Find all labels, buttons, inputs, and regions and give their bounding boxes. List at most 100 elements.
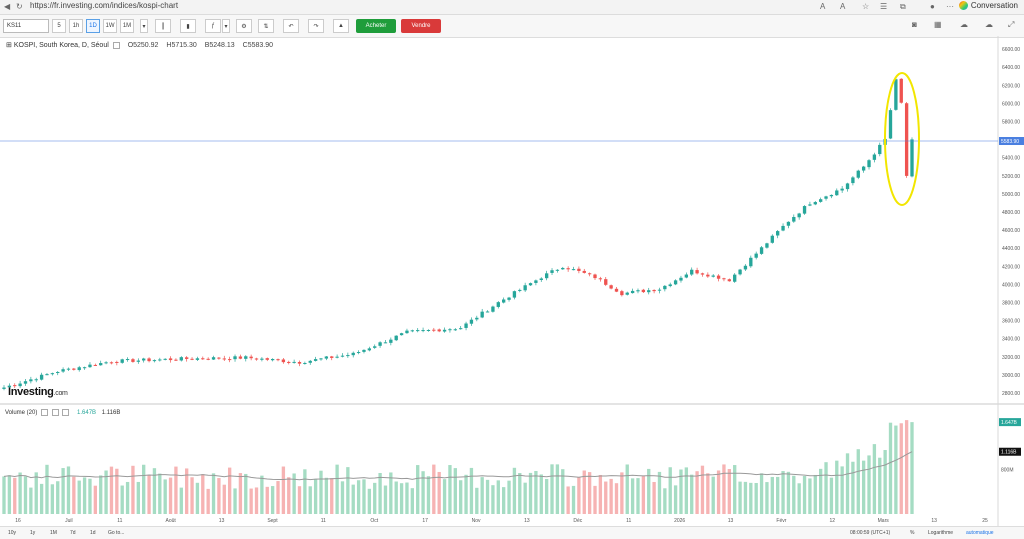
candle-body — [609, 285, 613, 289]
interval-1h[interactable]: 1h — [69, 19, 83, 33]
volume-bar — [29, 487, 33, 514]
legend-settings-icon[interactable] — [112, 41, 120, 49]
interval-1w[interactable]: 1W — [103, 19, 117, 33]
candle-style-icon[interactable]: ▮ — [180, 19, 196, 33]
volume-ma-line — [3, 451, 913, 481]
volume-bar — [244, 473, 248, 514]
range-10y[interactable]: 10y — [8, 530, 17, 536]
candle-body — [233, 356, 237, 360]
legend-collapse-icon[interactable]: ⊞ — [6, 42, 12, 49]
range-1d[interactable]: 1d — [90, 530, 96, 536]
range-1y[interactable]: 1y — [30, 530, 36, 536]
price-chart[interactable]: 2800.00 3000.00 3200.00 3400.00 3600.00 3800.… — [0, 36, 1024, 526]
sell-button[interactable]: Vendre — [401, 19, 441, 33]
candle-body — [496, 302, 500, 307]
candle-body — [2, 387, 6, 389]
candle-body — [593, 274, 597, 279]
interval-1d[interactable]: 1D — [86, 19, 100, 33]
candle-body — [394, 335, 398, 341]
address-bar[interactable]: https://fr.investing.com/indices/kospi-c… — [30, 1, 179, 10]
redo-icon[interactable]: ↷ — [308, 19, 324, 33]
read-aloud-icon[interactable]: A — [840, 2, 846, 11]
cloud-sync-icon[interactable]: ☁ — [985, 20, 993, 29]
y-tick-label: 6600.00 — [1002, 47, 1020, 53]
volume-bar — [528, 472, 533, 514]
candle-body — [142, 358, 146, 361]
volume-bar — [201, 474, 205, 514]
candle-body — [77, 367, 81, 371]
volume-bar — [781, 471, 785, 514]
range-7d[interactable]: 7d — [70, 530, 76, 536]
candle-body — [802, 206, 807, 214]
candle-body — [647, 290, 651, 293]
range-1m[interactable]: 1M — [50, 530, 57, 536]
candle-body — [362, 349, 366, 352]
interval-5[interactable]: 5 — [52, 19, 66, 33]
favorite-icon[interactable]: ☆ — [862, 2, 870, 11]
volume-bar — [448, 465, 452, 514]
x-tick-label: 13 — [524, 518, 530, 524]
extensions-icon[interactable]: ⧉ — [900, 2, 906, 11]
volume-bar — [185, 468, 189, 514]
undo-icon[interactable]: ↶ — [283, 19, 299, 33]
buy-button[interactable]: Acheter — [356, 19, 396, 33]
candle-body — [448, 329, 452, 331]
candle-body — [190, 358, 194, 360]
volume-bar — [625, 464, 629, 514]
alert-icon[interactable]: ▲ — [333, 19, 349, 33]
y-tick-label: 3000.00 — [1002, 373, 1020, 379]
volume-bar — [308, 486, 312, 514]
cloud-icon[interactable]: ☁ — [960, 20, 968, 29]
translate-icon[interactable]: A — [820, 2, 826, 11]
log-toggle[interactable]: Logarithme — [928, 530, 954, 536]
favorites-list-icon[interactable]: ☰ — [880, 2, 888, 11]
more-icon[interactable]: ··· — [946, 2, 954, 11]
compare-icon[interactable]: ⇅ — [258, 19, 274, 33]
bar-style-icon[interactable]: ┃ — [155, 19, 171, 33]
volume-bar — [786, 471, 791, 514]
settings-icon[interactable]: ⚙ — [236, 19, 252, 33]
volume-settings-icon[interactable] — [51, 409, 59, 416]
volume-bar — [416, 465, 420, 514]
auto-toggle[interactable]: automatique — [966, 530, 994, 536]
candle-body — [421, 330, 425, 332]
candle-body — [754, 253, 758, 258]
volume-bar — [491, 485, 495, 514]
volume-legend-label: Volume (20) — [5, 410, 38, 417]
avatar[interactable]: ● — [930, 2, 935, 11]
back-icon[interactable]: ◀ — [4, 2, 11, 11]
volume-close-icon[interactable] — [62, 409, 70, 416]
candle-body — [56, 372, 60, 374]
volume-bar — [394, 481, 398, 514]
y-tick-label: 6400.00 — [1002, 65, 1020, 71]
candle-body — [684, 274, 689, 278]
indicators-dropdown-icon[interactable]: ▾ — [222, 19, 230, 33]
volume-bar — [593, 485, 597, 514]
fullscreen-icon[interactable]: ⤢ — [1008, 20, 1015, 29]
volume-hide-icon[interactable] — [41, 409, 49, 416]
interval-dropdown-icon[interactable]: ▾ — [140, 19, 148, 33]
refresh-icon[interactable]: ↻ — [16, 2, 23, 11]
percent-toggle[interactable]: % — [910, 530, 915, 536]
candle-body — [824, 196, 828, 199]
camera-icon[interactable]: ◙ — [912, 20, 917, 29]
candle-body — [313, 359, 318, 361]
volume-bar — [45, 464, 49, 514]
volume-bar — [136, 481, 140, 514]
y-tick-label: 5800.00 — [1002, 119, 1020, 125]
symbol-input[interactable]: KS11 — [3, 19, 49, 33]
volume-bar — [733, 465, 737, 514]
layout-icon[interactable]: ▦ — [934, 20, 942, 29]
range-goto[interactable]: Go to... — [108, 530, 125, 536]
y-tick-label: 4200.00 — [1002, 264, 1020, 270]
candle-body — [485, 311, 490, 313]
conversation-button[interactable]: Conversation — [958, 1, 1018, 10]
indicators-icon[interactable]: ƒ — [205, 19, 221, 33]
candle-body — [845, 183, 850, 190]
candle-body — [620, 291, 624, 296]
x-tick-label: 11 — [321, 518, 326, 524]
volume-bar — [716, 470, 721, 514]
interval-1m[interactable]: 1M — [120, 19, 134, 33]
candle-body — [904, 103, 909, 176]
chart-legend: ⊞ KOSPI, South Korea, D, Séoul O5250.92 … — [6, 41, 273, 49]
